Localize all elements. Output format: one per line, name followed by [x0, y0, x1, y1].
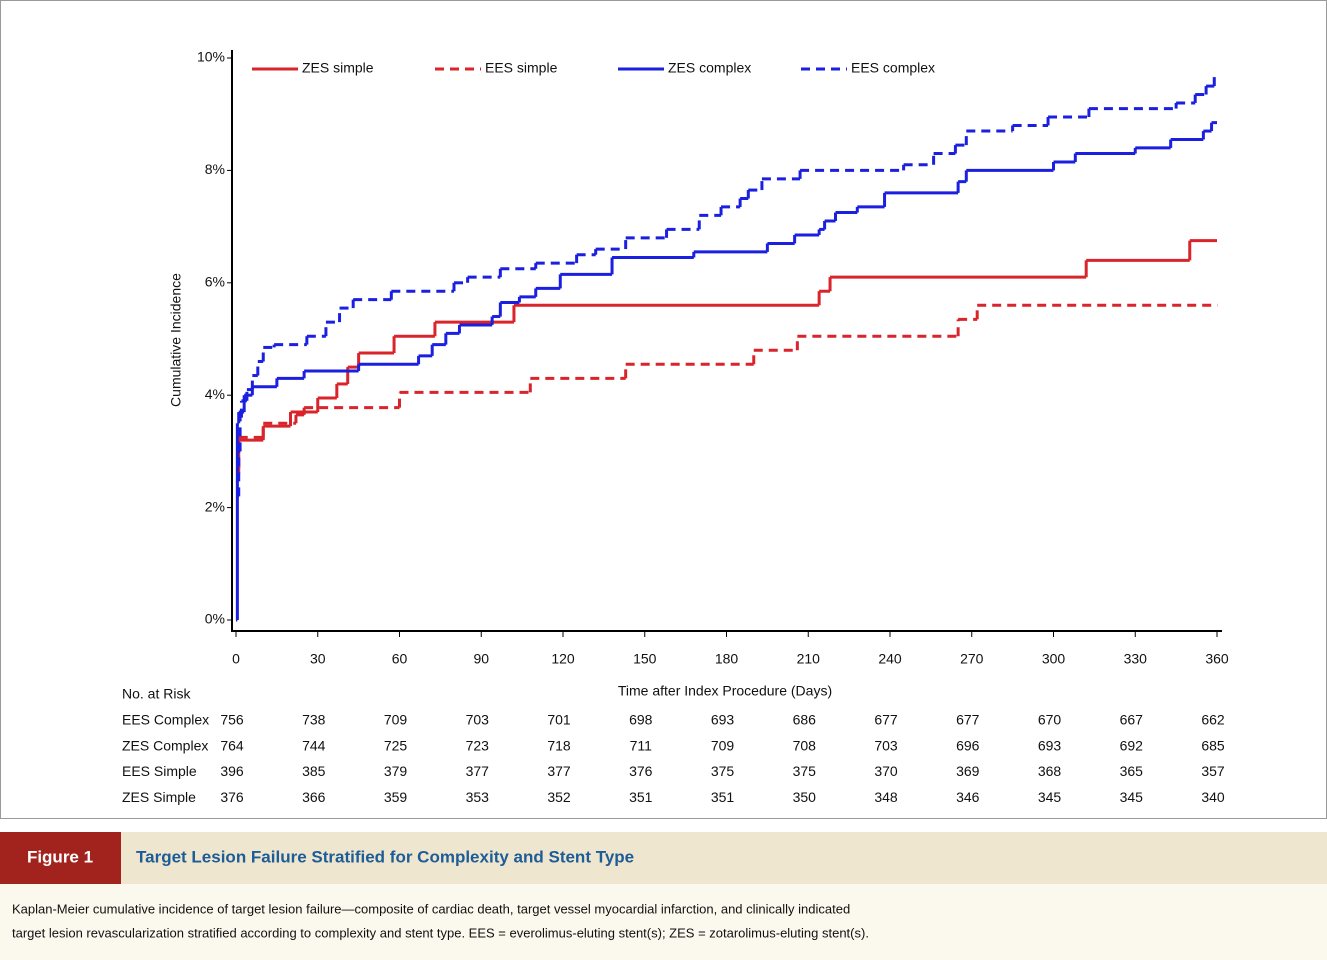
- risk-value: 346: [956, 789, 980, 805]
- risk-row-name: ZES Complex: [122, 737, 208, 753]
- legend-label: ZES simple: [302, 60, 374, 76]
- risk-value: 686: [793, 712, 817, 728]
- risk-value: 375: [793, 763, 817, 779]
- risk-value: 368: [1038, 763, 1062, 779]
- risk-value: 359: [384, 789, 408, 805]
- risk-row-name: EES Complex: [122, 712, 209, 728]
- x-tick-label: 300: [1042, 651, 1066, 667]
- risk-value: 692: [1120, 737, 1144, 753]
- risk-value: 685: [1201, 737, 1225, 753]
- x-tick-label: 90: [473, 651, 489, 667]
- x-tick-label: 150: [633, 651, 657, 667]
- risk-value: 340: [1201, 789, 1225, 805]
- risk-value: 357: [1201, 763, 1225, 779]
- risk-value: 370: [874, 763, 898, 779]
- risk-value: 677: [956, 712, 980, 728]
- title-band: [0, 832, 1327, 884]
- risk-value: 345: [1038, 789, 1062, 805]
- risk-value: 365: [1120, 763, 1144, 779]
- risk-value: 667: [1120, 712, 1144, 728]
- x-tick-label: 270: [960, 651, 984, 667]
- risk-value: 351: [711, 789, 735, 805]
- y-tick-label: 2%: [205, 498, 225, 514]
- risk-value: 744: [302, 737, 326, 753]
- risk-value: 379: [384, 763, 408, 779]
- x-tick-label: 30: [310, 651, 326, 667]
- risk-value: 366: [302, 789, 326, 805]
- frame: [0, 0, 1327, 819]
- risk-value: 376: [220, 789, 244, 805]
- risk-value: 662: [1201, 712, 1225, 728]
- x-tick-label: 60: [392, 651, 408, 667]
- risk-value: 701: [547, 712, 571, 728]
- x-tick-label: 240: [878, 651, 902, 667]
- risk-value: 711: [630, 737, 653, 753]
- y-axis-title: Cumulative Incidence: [168, 273, 184, 407]
- x-tick-label: 210: [797, 651, 821, 667]
- label-box: [0, 832, 121, 884]
- y-tick-label: 4%: [205, 386, 225, 402]
- risk-value: 693: [711, 712, 735, 728]
- legend-label: EES simple: [485, 60, 558, 76]
- caption-line: target lesion revascularization stratifi…: [12, 925, 869, 940]
- risk-value: 376: [629, 763, 653, 779]
- risk-value: 696: [956, 737, 980, 753]
- risk-value: 377: [547, 763, 571, 779]
- risk-value: 764: [220, 737, 244, 753]
- y-tick-label: 6%: [205, 274, 225, 290]
- x-tick-label: 120: [551, 651, 575, 667]
- risk-value: 677: [874, 712, 898, 728]
- risk-value: 703: [466, 712, 490, 728]
- risk-value: 350: [793, 789, 817, 805]
- risk-value: 375: [711, 763, 735, 779]
- risk-value: 369: [956, 763, 980, 779]
- risk-value: 352: [547, 789, 571, 805]
- risk-value: 377: [466, 763, 490, 779]
- risk-value: 693: [1038, 737, 1062, 753]
- risk-table-title: No. at Risk: [122, 686, 191, 702]
- legend-label: EES complex: [851, 60, 935, 76]
- risk-value: 718: [547, 737, 571, 753]
- figure-title: Target Lesion Failure Stratified for Com…: [136, 847, 634, 866]
- risk-value: 723: [466, 737, 490, 753]
- risk-value: 708: [793, 737, 817, 753]
- x-tick-label: 0: [232, 651, 240, 667]
- x-axis-title: Time after Index Procedure (Days): [618, 683, 832, 699]
- risk-row-name: EES Simple: [122, 763, 197, 779]
- risk-value: 385: [302, 763, 326, 779]
- x-tick-label: 330: [1124, 651, 1148, 667]
- risk-value: 725: [384, 737, 408, 753]
- legend-label: ZES complex: [668, 60, 751, 76]
- risk-value: 698: [629, 712, 653, 728]
- x-tick-label: 180: [715, 651, 739, 667]
- figure-label: Figure 1: [27, 847, 93, 866]
- risk-value: 670: [1038, 712, 1062, 728]
- risk-value: 351: [629, 789, 653, 805]
- risk-value: 353: [466, 789, 490, 805]
- y-tick-label: 0%: [205, 611, 225, 627]
- caption-box: [0, 884, 1327, 960]
- risk-value: 703: [874, 737, 898, 753]
- risk-row-name: ZES Simple: [122, 789, 196, 805]
- risk-value: 348: [874, 789, 898, 805]
- risk-value: 709: [384, 712, 408, 728]
- risk-value: 756: [220, 712, 244, 728]
- y-tick-label: 10%: [197, 49, 225, 65]
- risk-value: 738: [302, 712, 326, 728]
- risk-value: 396: [220, 763, 244, 779]
- y-tick-label: 8%: [205, 161, 225, 177]
- risk-value: 709: [711, 737, 735, 753]
- risk-value: 345: [1120, 789, 1144, 805]
- x-tick-label: 360: [1205, 651, 1229, 667]
- caption-line: Kaplan-Meier cumulative incidence of tar…: [12, 901, 850, 916]
